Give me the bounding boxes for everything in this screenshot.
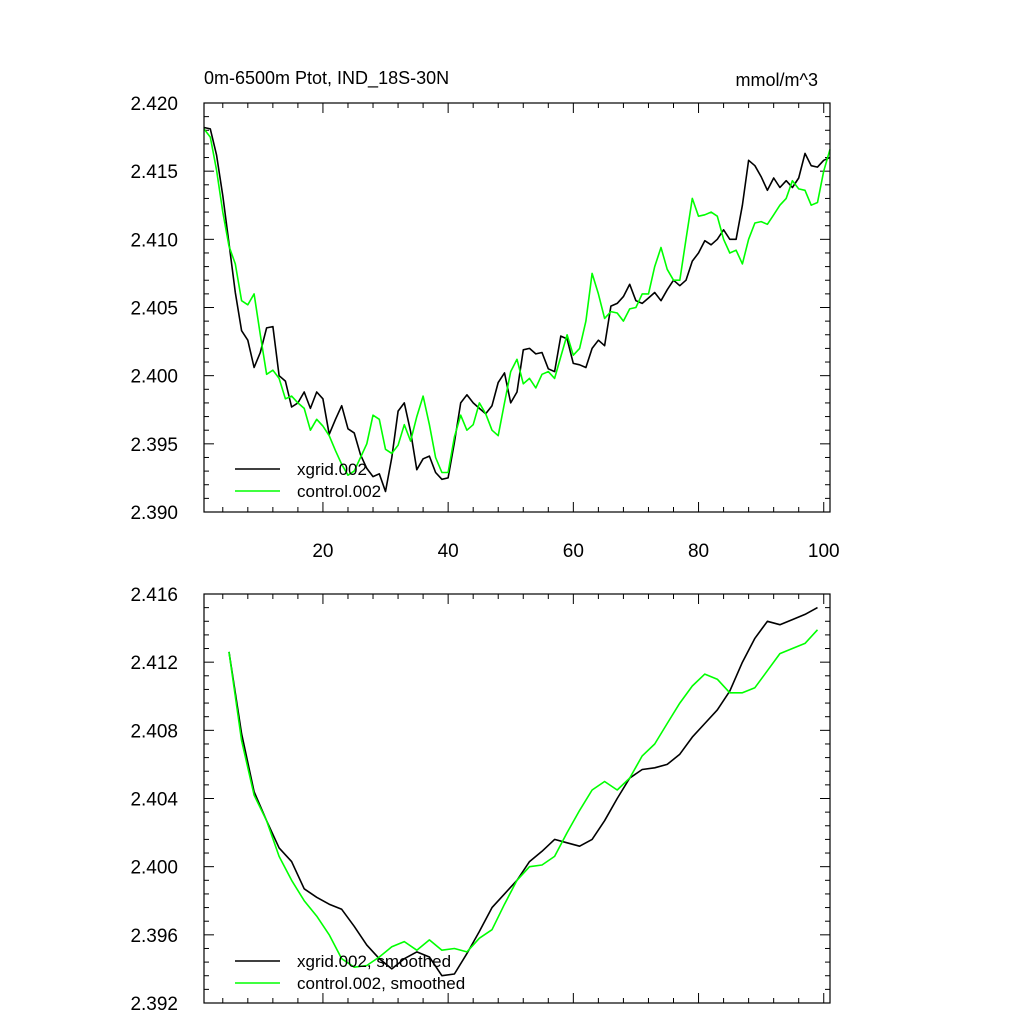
legend-label: xgrid.002	[297, 460, 367, 479]
top-plot-area: 20 40 60 80 100 2.390 2.395 2.400 2.405 2.410 2.41…	[130, 94, 839, 562]
y-tick-label: 2.416	[130, 585, 178, 606]
legend-label: control.002	[297, 482, 381, 501]
y-tick-label: 2.396	[130, 926, 178, 947]
series-line-xgrid	[203, 126, 831, 493]
y-tick-label: 2.410	[130, 230, 178, 251]
x-tick-label: 40	[438, 541, 459, 562]
plot-frame	[203, 102, 831, 513]
bottom-plot-area: 2.392 2.396 2.400 2.404 2.408 2.412 2.416 xgrid…	[130, 585, 831, 1015]
y-tick-label: 2.405	[130, 299, 178, 320]
y-tick-label: 2.412	[130, 653, 178, 674]
x-tick-label: 100	[808, 541, 840, 562]
series-line-xgrid	[228, 606, 818, 977]
bottom-panel: 2.392 2.396 2.400 2.404 2.408 2.412 2.416 xgrid…	[130, 585, 831, 1015]
series-line-control	[228, 629, 819, 969]
legend-label: xgrid.002, smoothed	[297, 952, 451, 971]
y-tick-label: 2.415	[130, 162, 178, 183]
y-tick-label: 2.395	[130, 435, 178, 456]
x-tick-label: 80	[688, 541, 709, 562]
legend-label: control.002, smoothed	[297, 974, 465, 993]
top-panel-units: mmol/m^3	[736, 70, 818, 90]
series-line-control	[203, 128, 831, 477]
plot-frame	[203, 593, 831, 1004]
y-tick-label: 2.392	[130, 994, 178, 1015]
y-tick-label: 2.404	[130, 790, 178, 811]
top-panel: 0m-6500m Ptot, IND_18S-30N mmol/m^3 20 40…	[130, 68, 839, 562]
y-tick-label: 2.400	[130, 367, 178, 388]
x-tick-label: 60	[563, 541, 584, 562]
y-tick-label: 2.400	[130, 858, 178, 879]
top-panel-title: 0m-6500m Ptot, IND_18S-30N	[204, 68, 449, 89]
x-tick-label: 20	[312, 541, 333, 562]
y-tick-label: 2.420	[130, 94, 178, 115]
y-tick-label: 2.408	[130, 721, 178, 742]
y-tick-label: 2.390	[130, 503, 178, 524]
